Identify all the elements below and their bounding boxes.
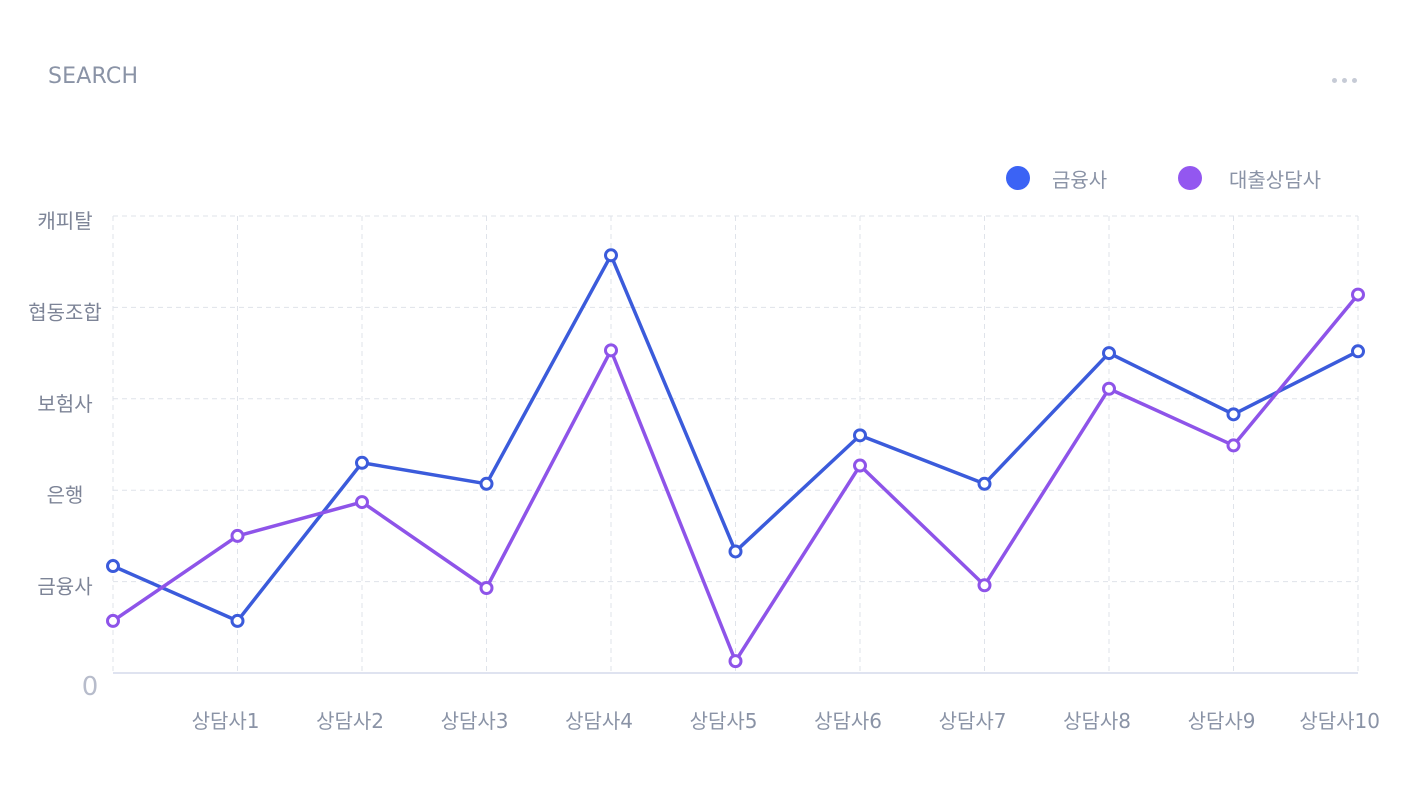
data-point[interactable] [853,428,867,443]
card-title: SEARCH [48,64,139,89]
data-point[interactable] [1226,438,1241,453]
legend-marker [1178,166,1202,190]
x-tick-label: 상담사6 [814,709,882,733]
x-tick-label: 상담사4 [565,709,633,733]
data-point[interactable] [728,654,743,669]
legend: 금융사 대출상담사 [1006,166,1321,192]
y-tick-label: 0 [82,672,99,702]
data-point[interactable] [479,580,494,595]
x-tick-label: 상담사8 [1063,709,1131,733]
x-tick-label: 상담사1 [192,709,260,733]
data-point[interactable] [1351,287,1365,302]
y-tick-label: 협동조합 [28,300,102,324]
data-point[interactable] [355,455,369,470]
data-point[interactable] [977,476,992,491]
more-horizontal-icon[interactable] [1322,68,1366,92]
data-point[interactable] [604,343,618,358]
series [106,248,1365,669]
data-point[interactable] [977,578,992,593]
data-point[interactable] [230,613,245,628]
data-point[interactable] [479,476,494,491]
data-point[interactable] [1226,407,1241,422]
legend-label[interactable]: 금융사 [1052,168,1107,192]
x-tick-label: 상담사7 [939,709,1007,733]
grid [112,215,1359,673]
data-point[interactable] [1102,346,1116,361]
y-tick-label: 금융사 [37,575,92,599]
y-tick-label: 은행 [47,483,84,507]
more-dot [1351,77,1357,83]
data-point[interactable] [1351,344,1365,359]
x-tick-label: 상담사2 [316,709,384,733]
legend-label[interactable]: 대출상담사 [1229,168,1321,192]
data-point[interactable] [728,544,743,559]
y-tick-label: 보험사 [37,392,92,416]
data-point[interactable] [230,528,245,543]
data-point[interactable] [106,559,120,574]
x-tick-label: 상담사10 [1299,709,1380,733]
x-tick-label: 상담사9 [1188,709,1256,733]
legend-marker [1006,166,1030,190]
more-dot [1341,77,1347,83]
x-tick-label: 상담사5 [690,709,758,733]
more-dot [1331,77,1337,83]
x-tick-label: 상담사3 [441,709,509,733]
data-point[interactable] [355,495,369,510]
data-point[interactable] [106,613,120,628]
data-point[interactable] [604,248,618,263]
data-point[interactable] [1102,381,1116,396]
data-point[interactable] [853,458,867,473]
y-tick-label: 캐피탈 [37,209,92,233]
